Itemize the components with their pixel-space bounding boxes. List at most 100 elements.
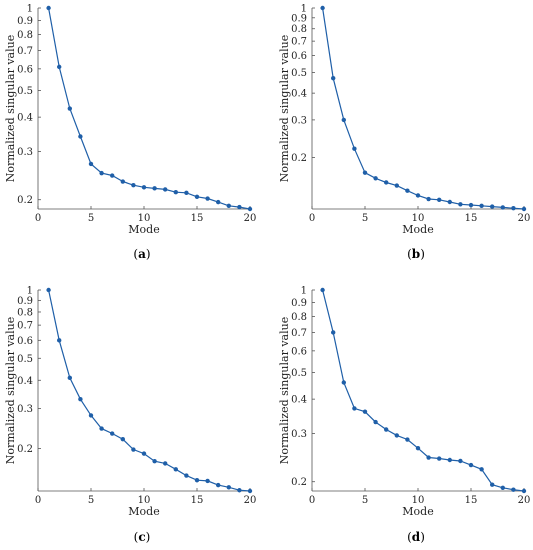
x-tick-label: 5	[362, 495, 368, 506]
y-tick-label: 0.3	[291, 115, 307, 126]
data-point	[490, 482, 495, 487]
data-point	[99, 426, 104, 431]
data-point	[405, 437, 410, 442]
y-tick-label: 0.9	[17, 16, 33, 27]
series-line	[48, 7, 251, 210]
data-point	[468, 202, 474, 208]
y-tick-label: 0.7	[17, 321, 33, 332]
data-point	[205, 478, 210, 484]
data-point	[78, 397, 83, 402]
y-tick-label: 0.4	[291, 395, 307, 406]
data-point	[194, 478, 200, 483]
y-tick-label: 1	[27, 4, 33, 15]
y-tick-label: 0.4	[17, 376, 33, 387]
y-tick-label: 0.8	[17, 30, 33, 41]
data-point	[405, 188, 410, 193]
data-point	[394, 183, 399, 188]
x-tick-label: 10	[138, 495, 151, 506]
y-tick-label: 1	[27, 286, 33, 297]
x-tick-label: 20	[244, 495, 257, 506]
y-tick-label: 0.5	[17, 354, 33, 365]
x-tick-label: 15	[465, 213, 478, 224]
data-point	[362, 170, 368, 175]
data-point	[57, 64, 62, 70]
series-line	[48, 289, 251, 492]
data-point	[320, 287, 325, 293]
data-point	[163, 187, 168, 192]
data-point	[131, 182, 136, 188]
data-point	[341, 380, 346, 385]
data-point	[141, 451, 147, 456]
panel-caption: (c)	[134, 530, 151, 544]
y-tick-label: 0.8	[17, 307, 33, 318]
data-point	[447, 457, 452, 463]
x-tick-label: 20	[518, 213, 531, 224]
y-tick-label: 1	[301, 286, 307, 297]
y-tick-label: 0.8	[291, 312, 307, 323]
y-tick-label: 0.3	[17, 147, 33, 158]
data-point	[173, 190, 178, 195]
x-tick-label: 5	[88, 495, 94, 506]
panel-caption: (a)	[133, 247, 150, 261]
y-tick-label: 0.9	[291, 13, 307, 24]
x-tick-label: 15	[191, 495, 204, 506]
x-tick-label: 0	[309, 495, 315, 506]
data-point	[479, 467, 484, 472]
series-line	[322, 7, 525, 210]
data-point	[437, 197, 442, 202]
data-point	[384, 427, 389, 432]
data-point	[110, 173, 115, 178]
data-point	[46, 287, 51, 293]
y-tick-label: 0.6	[17, 336, 33, 347]
y-tick-label: 1	[301, 4, 307, 15]
data-point	[458, 458, 463, 464]
y-axis-label: Normalized singular value	[4, 35, 17, 182]
y-tick-label: 0.5	[291, 68, 307, 79]
data-point	[141, 185, 147, 190]
data-point	[341, 117, 346, 123]
data-point	[226, 203, 231, 209]
x-tick-label: 5	[362, 213, 368, 224]
y-tick-label: 0.9	[291, 298, 307, 309]
x-tick-label: 0	[35, 213, 41, 224]
data-point	[46, 5, 51, 11]
data-point	[490, 204, 495, 209]
data-point	[426, 196, 431, 202]
data-point	[184, 473, 189, 478]
x-axis-label: Mode	[128, 223, 159, 236]
data-point	[99, 170, 104, 176]
data-point	[500, 205, 505, 210]
x-axis-label: Mode	[402, 505, 433, 518]
x-tick-label: 10	[412, 213, 425, 224]
data-point	[352, 406, 357, 411]
data-point	[216, 482, 221, 488]
data-point	[194, 194, 200, 199]
y-tick-label: 0.7	[291, 328, 307, 339]
data-point	[373, 176, 378, 181]
data-point	[216, 199, 221, 205]
data-point	[447, 199, 452, 205]
panel-caption: (b)	[407, 247, 425, 261]
data-point	[362, 409, 368, 414]
x-tick-label: 5	[88, 213, 94, 224]
data-point	[184, 190, 189, 195]
chart-panel-a: 0 5 10 15 20 10.9 0.8 0.7 0.6 0.5 0.4 0.3 0.2 Mode Nor…	[4, 4, 256, 262]
y-tick-label: 0.2	[17, 444, 33, 455]
y-tick-label: 0.4	[291, 89, 307, 100]
x-tick-label: 10	[412, 495, 425, 506]
y-tick-label: 0.5	[17, 86, 33, 97]
data-point	[511, 205, 516, 211]
data-point	[426, 455, 431, 460]
x-tick-label: 10	[138, 213, 151, 224]
data-point	[415, 445, 421, 451]
data-point	[247, 488, 253, 494]
x-tick-label: 15	[191, 213, 204, 224]
chart-panel-c: 0 5 10 15 20 10.90.8 0.7 0.6 0.5 0.4 0.3 0.2 Mode Nor…	[4, 286, 256, 545]
data-point	[458, 202, 463, 207]
data-point	[88, 161, 94, 167]
x-tick-label: 15	[465, 495, 478, 506]
y-tick-label: 0.6	[291, 51, 307, 62]
chart-panel-d: 0 5 10 15 20 10.9 0.8 0.7 0.6 0.5 0.4 0.3 0.2 Mode Nor…	[278, 286, 530, 545]
data-point	[120, 436, 126, 442]
